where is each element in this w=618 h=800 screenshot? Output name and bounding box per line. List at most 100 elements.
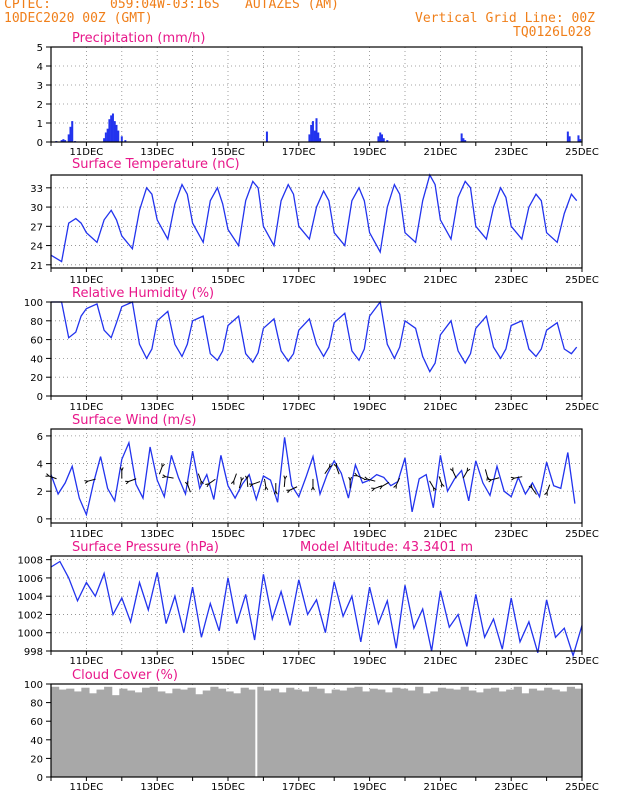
y-tick-label: 0 — [37, 773, 43, 784]
x-tick-label: 21DEC — [424, 782, 458, 793]
precip-bar — [60, 140, 63, 142]
y-tick-label: 998 — [24, 647, 43, 658]
cloud-bar — [225, 691, 234, 777]
cloud-bar — [506, 689, 515, 777]
cloud-bar — [73, 691, 82, 777]
wind-arrow-head — [84, 480, 88, 482]
x-tick-label: 25DEC — [565, 656, 599, 667]
wind-arrow — [289, 486, 298, 491]
precip-bar — [579, 139, 582, 142]
y-tick-label: 60 — [30, 717, 43, 728]
cloud-bar — [362, 691, 371, 777]
wind-arrow-head — [487, 478, 492, 481]
wind-arrow — [491, 477, 500, 481]
x-tick-label: 17DEC — [282, 782, 316, 793]
cloud-bar — [66, 688, 75, 777]
y-tick-label: 24 — [30, 242, 43, 253]
precip-bar — [379, 132, 382, 142]
y-tick-label: 80 — [30, 317, 43, 328]
x-tick-label: 19DEC — [353, 782, 387, 793]
y-tick-label: 6 — [37, 432, 43, 443]
cloud-bar — [566, 686, 576, 777]
wind-arrow-head — [121, 467, 124, 471]
x-tick-label: 21DEC — [424, 402, 458, 413]
wind-arrow-head — [510, 476, 515, 479]
x-tick-label: 11DEC — [70, 529, 104, 540]
cloud-bar — [498, 691, 507, 777]
model-altitude: Model Altitude: 43.3401 m — [300, 540, 473, 555]
wind-arrow-head — [46, 473, 50, 477]
wind-arrow — [128, 478, 137, 482]
y-tick-label: 20 — [30, 754, 43, 765]
cloud-bar — [81, 687, 90, 777]
x-tick-label: 15DEC — [211, 782, 245, 793]
x-tick-label: 13DEC — [140, 656, 174, 667]
x-tick-label: 25DEC — [565, 147, 599, 158]
panel-title: Relative Humidity (%) — [72, 286, 214, 301]
precip-bar — [577, 135, 580, 142]
wind-arrow — [335, 466, 340, 475]
precip-bar — [120, 136, 123, 142]
y-tick-label: 0 — [37, 515, 43, 526]
wind-arrow-head — [246, 475, 249, 480]
wind-arrow-head — [393, 484, 397, 488]
cloud-bar — [187, 687, 196, 777]
y-tick-label: 60 — [30, 336, 43, 347]
x-tick-label: 19DEC — [353, 402, 387, 413]
y-tick-label: 40 — [30, 354, 43, 365]
wind-arrow-head — [241, 477, 245, 481]
cloud-bar — [119, 688, 128, 777]
wind-arrow — [514, 476, 523, 479]
x-tick-label: 25DEC — [565, 275, 599, 286]
cloud-bar — [559, 691, 568, 777]
cloud-bar — [445, 688, 454, 777]
y-tick-label: 1004 — [18, 592, 43, 603]
wind-arrow-head — [273, 490, 277, 495]
y-tick-label: 0 — [37, 138, 43, 149]
cloud-bar — [536, 690, 545, 777]
precip-bar — [377, 136, 380, 142]
cloud-bar — [521, 693, 530, 777]
x-tick-label: 19DEC — [353, 529, 387, 540]
wind-arrow-head — [161, 463, 165, 468]
y-tick-label: 1008 — [18, 556, 43, 567]
cloud-bar — [51, 686, 60, 777]
cloud-bar — [217, 688, 227, 777]
wind-arrow — [546, 484, 551, 493]
x-tick-label: 13DEC — [140, 402, 174, 413]
wind-arrow — [367, 478, 376, 482]
panel-frame — [50, 174, 583, 269]
wind-arrow — [438, 476, 443, 485]
wind-arrow — [252, 481, 261, 485]
cloud-bar — [339, 690, 348, 777]
x-tick-label: 13DEC — [140, 275, 174, 286]
precip-bar — [386, 140, 389, 142]
cloud-bar — [88, 693, 98, 777]
panel-frame — [50, 683, 583, 778]
cloud-bar — [263, 690, 272, 777]
cloud-bar — [126, 690, 136, 777]
y-tick-label: 20 — [30, 373, 43, 384]
wind-arrow — [531, 487, 537, 495]
y-tick-label: 0 — [37, 392, 43, 403]
wind-arrow — [381, 481, 390, 487]
cloud-bar — [528, 688, 538, 777]
wind-arrow-head — [264, 486, 267, 491]
wind-arrow-head — [544, 491, 548, 496]
cloud-bar — [369, 688, 378, 777]
x-tick-label: 19DEC — [353, 656, 387, 667]
cloud-bar — [164, 693, 173, 777]
x-tick-label: 23DEC — [494, 656, 528, 667]
cloud-bar — [460, 686, 469, 777]
precip-bar — [110, 115, 113, 142]
cloud-bar — [179, 689, 189, 777]
x-tick-label: 11DEC — [70, 275, 104, 286]
cloud-bar — [354, 686, 363, 777]
precip-bar — [103, 138, 106, 142]
panel-title: Surface Pressure (hPa) — [72, 540, 219, 555]
precip-bar — [106, 128, 109, 142]
wind-arrow — [452, 470, 457, 479]
x-tick-label: 21DEC — [424, 147, 458, 158]
y-tick-label: 4 — [37, 460, 43, 471]
cloud-bar — [392, 687, 401, 777]
